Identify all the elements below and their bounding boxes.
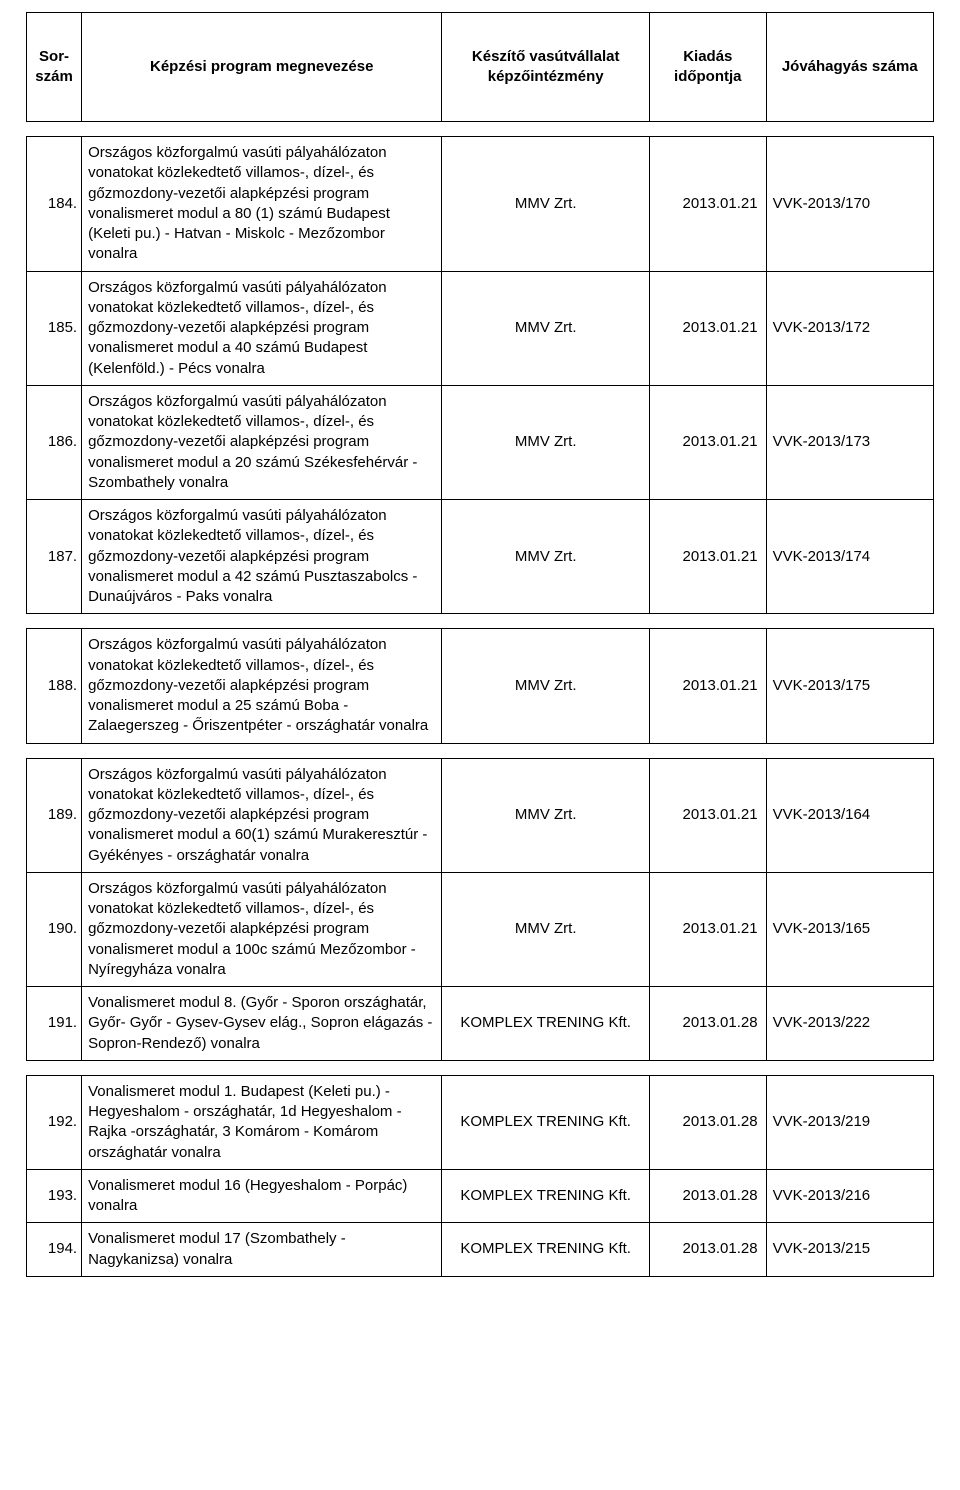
- cell-num: 184.: [27, 137, 82, 272]
- cell-appr: VVK-2013/175: [766, 629, 933, 743]
- cell-appr: VVK-2013/170: [766, 137, 933, 272]
- cell-appr: VVK-2013/215: [766, 1223, 933, 1277]
- cell-maker: KOMPLEX TRENING Kft.: [442, 1075, 650, 1169]
- table-row: 194.Vonalismeret modul 17 (Szombathely -…: [27, 1223, 934, 1277]
- cell-desc: Vonalismeret modul 1. Budapest (Keleti p…: [82, 1075, 442, 1169]
- table-row: 186.Országos közforgalmú vasúti pályahál…: [27, 385, 934, 499]
- cell-num: 188.: [27, 629, 82, 743]
- cell-appr: VVK-2013/172: [766, 271, 933, 385]
- cell-desc: Országos közforgalmú vasúti pályahálózat…: [82, 872, 442, 986]
- cell-desc: Országos közforgalmú vasúti pályahálózat…: [82, 629, 442, 743]
- cell-num: 193.: [27, 1169, 82, 1223]
- header-maker: Készítő vasútvállalat képzőintézmény: [442, 13, 650, 122]
- cell-desc: Országos közforgalmú vasúti pályahálózat…: [82, 758, 442, 872]
- cell-num: 194.: [27, 1223, 82, 1277]
- table-row: 187.Országos közforgalmú vasúti pályahál…: [27, 500, 934, 614]
- cell-maker: KOMPLEX TRENING Kft.: [442, 1223, 650, 1277]
- cell-num: 189.: [27, 758, 82, 872]
- spacer-row: [27, 743, 934, 758]
- header-appr: Jóváhagyás száma: [766, 13, 933, 122]
- cell-appr: VVK-2013/173: [766, 385, 933, 499]
- table-row: 193.Vonalismeret modul 16 (Hegyeshalom -…: [27, 1169, 934, 1223]
- cell-desc: Országos közforgalmú vasúti pályahálózat…: [82, 137, 442, 272]
- cell-appr: VVK-2013/174: [766, 500, 933, 614]
- table-header: Sor- szám Képzési program megnevezése Ké…: [27, 13, 934, 122]
- cell-maker: MMV Zrt.: [442, 629, 650, 743]
- cell-date: 2013.01.28: [650, 1075, 767, 1169]
- cell-date: 2013.01.21: [650, 500, 767, 614]
- cell-num: 187.: [27, 500, 82, 614]
- spacer-row: [27, 1060, 934, 1075]
- cell-maker: KOMPLEX TRENING Kft.: [442, 1169, 650, 1223]
- cell-num: 190.: [27, 872, 82, 986]
- table-row: 184.Országos közforgalmú vasúti pályahál…: [27, 137, 934, 272]
- cell-maker: MMV Zrt.: [442, 758, 650, 872]
- table-row: 189.Országos közforgalmú vasúti pályahál…: [27, 758, 934, 872]
- header-date: Kiadás időpontja: [650, 13, 767, 122]
- cell-desc: Vonalismeret modul 17 (Szombathely - Nag…: [82, 1223, 442, 1277]
- table-row: 191.Vonalismeret modul 8. (Győr - Sporon…: [27, 987, 934, 1061]
- table-body: 184.Országos közforgalmú vasúti pályahál…: [27, 122, 934, 1277]
- table-row: 190.Országos közforgalmú vasúti pályahál…: [27, 872, 934, 986]
- cell-appr: VVK-2013/219: [766, 1075, 933, 1169]
- cell-maker: MMV Zrt.: [442, 385, 650, 499]
- cell-desc: Országos közforgalmú vasúti pályahálózat…: [82, 271, 442, 385]
- page: Sor- szám Képzési program megnevezése Ké…: [0, 0, 960, 1297]
- cell-maker: MMV Zrt.: [442, 500, 650, 614]
- cell-date: 2013.01.28: [650, 987, 767, 1061]
- cell-num: 186.: [27, 385, 82, 499]
- cell-date: 2013.01.21: [650, 872, 767, 986]
- cell-date: 2013.01.21: [650, 137, 767, 272]
- cell-num: 191.: [27, 987, 82, 1061]
- cell-date: 2013.01.21: [650, 629, 767, 743]
- table-row: 185.Országos közforgalmú vasúti pályahál…: [27, 271, 934, 385]
- cell-maker: MMV Zrt.: [442, 872, 650, 986]
- cell-maker: MMV Zrt.: [442, 271, 650, 385]
- header-num: Sor- szám: [27, 13, 82, 122]
- cell-date: 2013.01.28: [650, 1169, 767, 1223]
- header-row: Sor- szám Képzési program megnevezése Ké…: [27, 13, 934, 122]
- cell-num: 185.: [27, 271, 82, 385]
- training-programs-table: Sor- szám Képzési program megnevezése Ké…: [26, 12, 934, 1277]
- cell-desc: Országos közforgalmú vasúti pályahálózat…: [82, 385, 442, 499]
- cell-date: 2013.01.21: [650, 385, 767, 499]
- cell-appr: VVK-2013/165: [766, 872, 933, 986]
- table-row: 192.Vonalismeret modul 1. Budapest (Kele…: [27, 1075, 934, 1169]
- cell-date: 2013.01.28: [650, 1223, 767, 1277]
- cell-desc: Országos közforgalmú vasúti pályahálózat…: [82, 500, 442, 614]
- table-row: 188.Országos közforgalmú vasúti pályahál…: [27, 629, 934, 743]
- cell-desc: Vonalismeret modul 8. (Győr - Sporon ors…: [82, 987, 442, 1061]
- cell-maker: MMV Zrt.: [442, 137, 650, 272]
- cell-num: 192.: [27, 1075, 82, 1169]
- cell-appr: VVK-2013/216: [766, 1169, 933, 1223]
- header-desc: Képzési program megnevezése: [82, 13, 442, 122]
- spacer-row: [27, 614, 934, 629]
- cell-date: 2013.01.21: [650, 271, 767, 385]
- cell-maker: KOMPLEX TRENING Kft.: [442, 987, 650, 1061]
- cell-desc: Vonalismeret modul 16 (Hegyeshalom - Por…: [82, 1169, 442, 1223]
- cell-date: 2013.01.21: [650, 758, 767, 872]
- cell-appr: VVK-2013/222: [766, 987, 933, 1061]
- spacer-row: [27, 122, 934, 137]
- cell-appr: VVK-2013/164: [766, 758, 933, 872]
